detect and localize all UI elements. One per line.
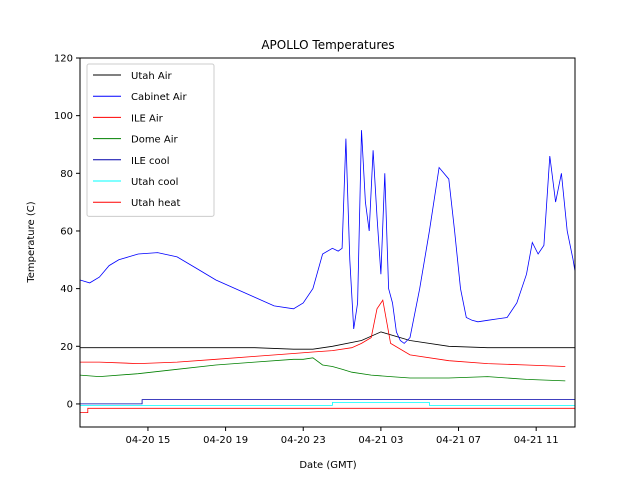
legend-label: ILE cool — [131, 156, 170, 167]
series-line-utah-heat — [80, 407, 575, 414]
y-tick-label: 60 — [60, 226, 73, 237]
series-line-cabinet-air — [80, 130, 575, 344]
series-line-dome-air — [80, 357, 566, 382]
legend: Utah Air Cabinet Air ILE Air Dome Air ILE co… — [86, 63, 215, 217]
series-line-utah-cool — [80, 402, 575, 406]
x-axis-label: Date (GMT) — [299, 460, 356, 471]
x-tick-label: 04-20 19 — [203, 435, 248, 446]
y-tick-label: 0 — [67, 399, 73, 410]
series-line-utah-air — [80, 331, 575, 350]
legend-label: Utah Air — [131, 71, 173, 82]
y-axis-label: Temperature (C) — [26, 201, 37, 283]
axis-ticks: 0 20 40 60 80 100 120 04-20 15 04-20 19 04-20 23 0… — [54, 54, 559, 447]
legend-label: ILE Air — [131, 113, 164, 124]
x-tick-label: 04-21 07 — [436, 435, 481, 446]
x-tick-label: 04-21 11 — [514, 435, 559, 446]
x-tick-label: 04-20 23 — [281, 435, 326, 446]
y-tick-label: 40 — [60, 284, 73, 295]
series-line-ile-air — [80, 299, 566, 367]
series-line-ile-cool — [80, 399, 575, 405]
legend-label: Dome Air — [131, 135, 179, 146]
plot-lines — [80, 130, 575, 414]
legend-label: Utah cool — [131, 177, 178, 188]
legend-box — [86, 63, 215, 217]
legend-label: Utah heat — [131, 198, 181, 209]
y-tick-label: 20 — [60, 342, 73, 353]
y-tick-label: 100 — [54, 111, 73, 122]
x-tick-label: 04-20 15 — [125, 435, 170, 446]
y-tick-label: 120 — [54, 54, 73, 65]
chart-title: APOLLO Temperatures — [261, 38, 394, 52]
plot-frame — [79, 57, 576, 428]
y-tick-label: 80 — [60, 169, 73, 180]
legend-label: Cabinet Air — [131, 92, 187, 103]
x-tick-label: 04-21 03 — [358, 435, 403, 446]
